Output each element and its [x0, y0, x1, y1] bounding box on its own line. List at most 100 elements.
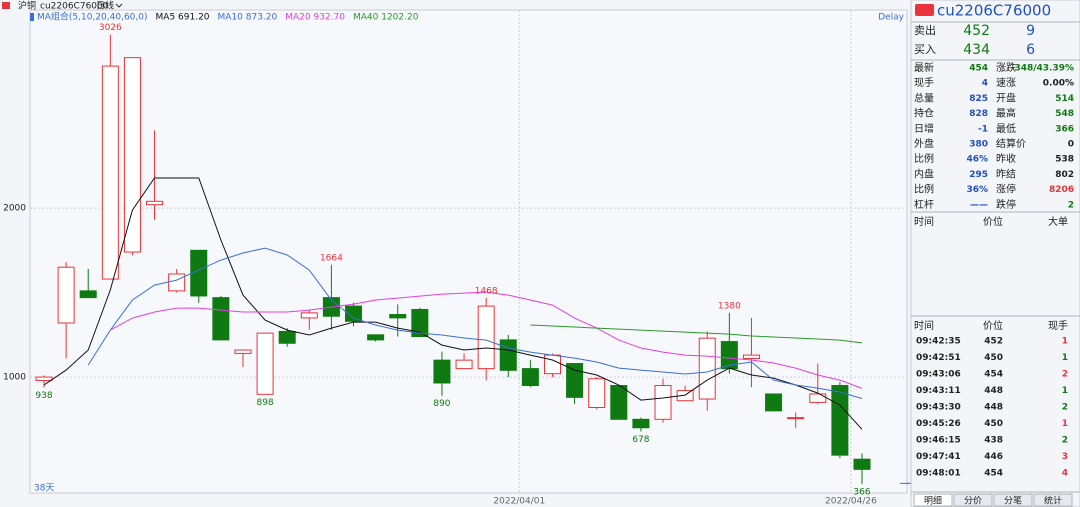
extreme-label: 898	[256, 398, 273, 408]
trade-cell: 4	[1062, 469, 1068, 479]
plot-area	[29, 9, 908, 494]
quote-cell: 买入	[914, 43, 936, 56]
tab-label[interactable]: 统计	[1044, 495, 1062, 507]
tab-label[interactable]: 分价	[964, 496, 982, 507]
trade-cell: 09:42:35	[916, 337, 961, 347]
trade-cell: 1	[1062, 419, 1068, 429]
ma-group[interactable]: MA组合(5,10,20,40,60,0)	[37, 11, 148, 23]
candle	[190, 249, 208, 303]
extreme-label: 1380	[718, 301, 741, 311]
trade-cell: 09:43:11	[916, 386, 961, 396]
table-header: 大单	[1048, 215, 1068, 228]
tab-label[interactable]: 明细	[924, 495, 942, 507]
stat-cell: 366	[1055, 124, 1074, 134]
stat-cell: 0.00%	[1043, 79, 1074, 89]
trade-cell: 454	[984, 469, 1003, 479]
stat-cell: 日增	[914, 122, 934, 135]
tab[interactable]	[913, 493, 953, 507]
tab[interactable]	[1033, 493, 1073, 507]
stat-cell: 比例	[914, 152, 934, 165]
stat-cell: 8206	[1049, 185, 1074, 195]
extreme-label: 890	[433, 399, 450, 409]
stat-cell: 结算价	[996, 137, 1026, 150]
trade-cell: 450	[984, 353, 1003, 363]
candle	[809, 363, 827, 405]
candle-body	[123, 57, 141, 253]
candle	[411, 307, 429, 338]
candle-body	[367, 334, 385, 341]
period[interactable]: 日线	[96, 0, 114, 12]
candle	[389, 304, 407, 337]
tab[interactable]	[953, 493, 993, 507]
stat-cell: 总量	[914, 91, 934, 104]
trade-cell: 09:43:30	[916, 403, 961, 413]
candle-body	[168, 273, 186, 292]
ma-line	[530, 324, 863, 344]
stat-cell: 涨停	[996, 183, 1016, 196]
candle	[57, 262, 75, 359]
stat-cell: 昨收	[996, 152, 1016, 165]
trade-cell: 2	[1062, 436, 1068, 446]
legend-entry: MA40 1202.20	[353, 13, 419, 23]
candle-body	[632, 418, 650, 429]
stat-cell: 昨结	[996, 167, 1016, 180]
table-header: 价位	[983, 215, 1003, 228]
candle-body	[146, 200, 164, 206]
table-header: 价位	[983, 319, 1003, 332]
trade-cell: 09:48:01	[916, 469, 961, 479]
extreme-label: 3026	[99, 23, 122, 33]
candle-body	[610, 385, 628, 420]
quote-cell: 9	[1026, 23, 1035, 39]
candle	[654, 378, 672, 423]
candle-body	[765, 393, 783, 412]
trade-cell: 454	[984, 370, 1003, 380]
candle	[853, 453, 871, 485]
dropdown-arrow	[115, 3, 123, 8]
stat-cell: 涨跌	[996, 61, 1016, 74]
ma-marker	[30, 13, 34, 21]
tab-label[interactable]: 分笔	[1004, 495, 1022, 507]
stat-cell: 802	[1055, 170, 1074, 180]
market: 沪铜	[18, 0, 36, 12]
candle	[146, 130, 164, 220]
candle	[499, 334, 517, 378]
stat-cell: 295	[969, 170, 988, 180]
candle	[79, 268, 97, 299]
table-header: 现手	[1048, 319, 1068, 332]
candle	[300, 309, 318, 330]
stat-cell: 0	[1068, 140, 1074, 150]
stat-cell: -348/43.39%	[1011, 64, 1074, 74]
candle	[367, 334, 385, 342]
days: 38天	[34, 484, 54, 494]
candle-body	[654, 385, 672, 420]
candle-body	[831, 385, 849, 456]
candle-body	[300, 312, 318, 319]
trade-cell: 438	[984, 436, 1003, 446]
symbol[interactable]: cu2206C76000	[40, 2, 109, 12]
stat-cell: ——	[970, 200, 988, 210]
candle	[433, 351, 451, 396]
trade-cell: 1	[1062, 386, 1068, 396]
extreme-label: 366	[853, 488, 870, 498]
stat-cell: 速涨	[996, 77, 1016, 89]
y-tick-label: 2000	[3, 204, 26, 214]
stat-cell: 380	[969, 140, 988, 150]
candle	[101, 34, 119, 280]
candle-body	[698, 337, 716, 400]
stat-cell: 最高	[996, 107, 1016, 120]
ma-line	[87, 247, 863, 399]
tab[interactable]	[993, 493, 1033, 507]
legend-entry: MA5 691.20	[156, 13, 210, 23]
table-header: 时间	[914, 215, 934, 228]
candle-body	[389, 314, 407, 319]
trade-cell: 09:47:41	[916, 452, 961, 462]
candle-body	[190, 249, 208, 297]
extreme-label: 1664	[320, 253, 343, 263]
candle	[278, 328, 296, 347]
candle-body	[256, 332, 274, 395]
trade-cell: 2	[1062, 403, 1068, 413]
candle	[212, 295, 230, 341]
candle	[455, 353, 473, 370]
stat-cell: 454	[969, 64, 988, 74]
legend-entry: MA10 873.20	[218, 13, 278, 23]
